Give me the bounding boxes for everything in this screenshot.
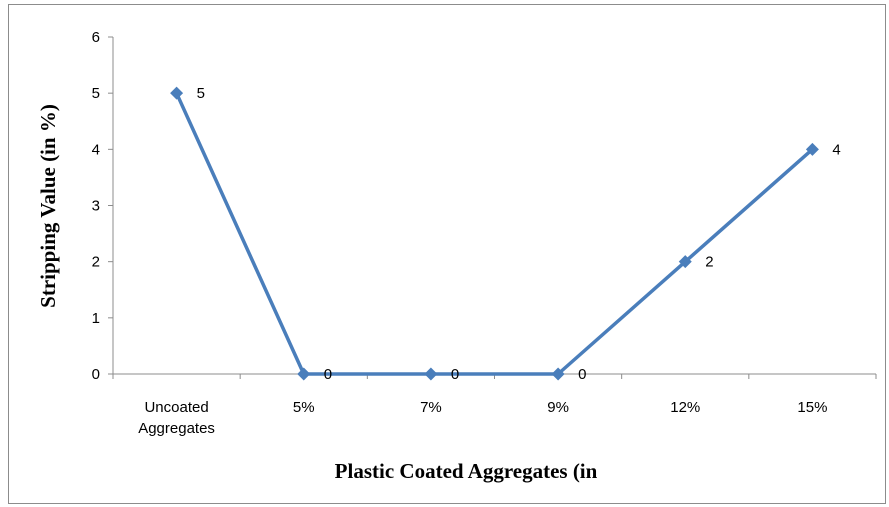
x-tick-label: 15% [797, 399, 827, 416]
series-line [174, 92, 814, 376]
x-tick-label: 5% [293, 399, 315, 416]
data-label: 4 [832, 141, 840, 158]
y-tick-label: 3 [92, 198, 100, 215]
data-point-marker [424, 367, 438, 381]
data-label: 5 [197, 85, 205, 102]
data-labels: 5 0 0 0 2 4 [197, 85, 841, 383]
y-tick-label: 0 [92, 366, 100, 383]
data-label: 0 [324, 366, 332, 383]
data-point-marker [297, 367, 311, 381]
x-axis-ticks: Uncoated Aggregates 5% 7% 9% 12% 15% [112, 374, 877, 437]
data-point-marker [678, 255, 692, 269]
chart-frame [8, 4, 886, 504]
series-group [170, 86, 819, 381]
y-tick-label: 1 [92, 310, 100, 327]
data-point-marker [805, 142, 819, 156]
data-point-marker [551, 367, 565, 381]
data-label: 0 [578, 366, 586, 383]
y-axis-title: Stripping Value (in %) [36, 104, 60, 308]
data-label: 2 [705, 254, 713, 271]
x-tick-label: Uncoated Aggregates [138, 399, 215, 437]
data-point-marker [170, 86, 184, 100]
x-axis-title: Plastic Coated Aggregates (in [335, 459, 598, 483]
x-tick-label: 7% [420, 399, 442, 416]
y-tick-label: 4 [92, 141, 100, 158]
data-label: 0 [451, 366, 459, 383]
y-tick-label: 2 [92, 254, 100, 271]
y-tick-label: 6 [92, 29, 100, 46]
y-axis-ticks: 0 1 2 3 4 5 6 [92, 29, 113, 383]
x-tick-label: 9% [547, 399, 569, 416]
x-tick-label: 12% [670, 399, 700, 416]
y-tick-label: 5 [92, 85, 100, 102]
